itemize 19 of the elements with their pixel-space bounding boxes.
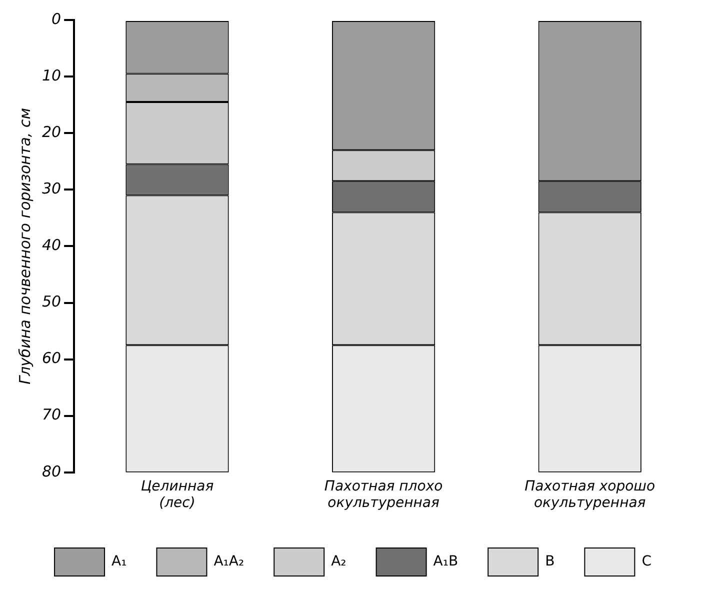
y-tick-label: 20	[42, 122, 62, 141]
legend-label: A₂	[331, 554, 346, 570]
legend-label: A₁B	[433, 554, 458, 570]
x-tick-label: Пахотная плохо окультуренная	[324, 478, 443, 512]
y-tick-label: 70	[42, 406, 62, 424]
y-axis-title: Глубина почвенного горизонта, см	[16, 108, 34, 384]
legend-label: A₁A₂	[214, 554, 244, 570]
y-tick-label: 0	[52, 10, 62, 28]
legend-label: C	[642, 554, 652, 570]
x-tick-label: Целинная (лес)	[140, 478, 214, 512]
legend-label: B	[545, 554, 555, 570]
y-tick-label: 40	[42, 236, 62, 254]
x-tick-label: Пахотная хорошо окультуренная	[524, 478, 656, 512]
y-tick-label: 50	[42, 292, 62, 311]
y-tick-label: 30	[42, 180, 62, 198]
y-tick-label: 10	[42, 66, 62, 84]
y-tick-label: 60	[42, 349, 62, 368]
legend-label: A₁	[112, 554, 127, 570]
y-tick-label: 80	[42, 462, 62, 480]
